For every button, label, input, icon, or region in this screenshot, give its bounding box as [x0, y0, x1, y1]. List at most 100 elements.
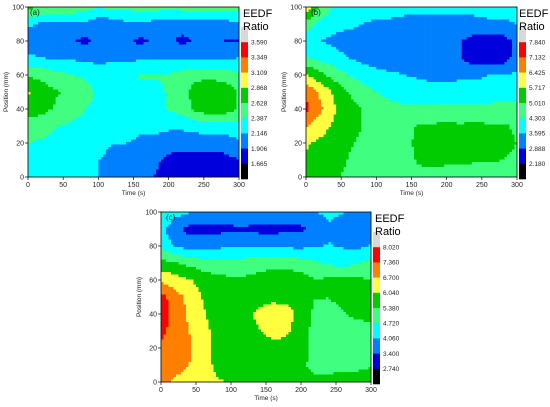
contour-cell	[85, 34, 89, 38]
contour-cell	[173, 37, 177, 40]
contour-cell	[166, 134, 170, 138]
contour-cell	[148, 99, 152, 103]
contour-cell	[236, 139, 240, 143]
contour-cell	[93, 119, 97, 123]
contour-cell	[161, 44, 164, 48]
contour-cell	[123, 84, 127, 88]
contour-cell	[115, 137, 119, 140]
contour-cell	[123, 79, 127, 83]
contour-cell	[173, 39, 177, 43]
contour-cell	[178, 137, 182, 140]
contour-cell	[50, 149, 54, 153]
contour-cell	[28, 72, 31, 75]
contour-cell	[236, 142, 240, 145]
contour-cell	[60, 59, 64, 63]
contour-cell	[113, 114, 117, 118]
contour-cell	[45, 29, 49, 33]
contour-cell	[228, 149, 232, 153]
contour-cell	[146, 112, 149, 115]
contour-cell	[228, 47, 232, 50]
contour-cell	[53, 79, 56, 83]
contour-cell	[216, 82, 220, 85]
contour-cell	[68, 129, 72, 133]
contour-cell	[68, 139, 72, 143]
contour-cell	[196, 59, 200, 63]
contour-cell	[80, 7, 84, 10]
contour-cell	[125, 19, 129, 23]
contour-cell	[30, 69, 34, 73]
contour-cell	[183, 104, 187, 108]
contour-cell	[231, 142, 235, 145]
contour-cell	[193, 34, 197, 38]
contour-cell	[55, 124, 59, 128]
contour-cell	[141, 122, 144, 125]
contour-cell	[40, 39, 44, 43]
contour-cell	[98, 44, 102, 48]
contour-cell	[158, 77, 162, 80]
contour-cell	[171, 72, 175, 75]
contour-cell	[35, 49, 39, 53]
contour-cell	[168, 54, 172, 58]
contour-cell	[93, 154, 97, 158]
contour-cell	[156, 7, 159, 10]
contour-cell	[75, 94, 79, 98]
contour-cell	[168, 82, 172, 85]
contour-cell	[45, 119, 49, 123]
contour-cell	[40, 24, 44, 28]
contour-cell	[141, 14, 144, 18]
contour-cell	[30, 24, 34, 28]
contour-cell	[30, 32, 34, 35]
contour-cell	[191, 149, 195, 153]
contour-cell	[223, 74, 227, 78]
contour-cell	[201, 144, 205, 148]
contour-cell	[143, 62, 147, 65]
contour-cell	[93, 114, 97, 118]
contour-cell	[58, 144, 61, 148]
contour-cell	[146, 69, 149, 73]
contour-cell	[98, 149, 102, 153]
contour-cell	[75, 47, 79, 50]
contour-cell	[173, 77, 177, 80]
contour-cell	[146, 109, 149, 113]
contour-cell	[146, 132, 149, 135]
contour-cell	[50, 72, 54, 75]
contour-cell	[186, 62, 190, 65]
contour-cell	[191, 67, 195, 70]
contour-cell	[136, 12, 139, 15]
contour-cell	[38, 57, 41, 60]
contour-cell	[183, 62, 187, 65]
contour-cell	[113, 67, 117, 70]
contour-cell	[108, 72, 112, 75]
contour-cell	[166, 77, 170, 80]
contour-cell	[40, 29, 44, 33]
contour-cell	[53, 54, 56, 58]
contour-cell	[176, 84, 180, 88]
contour-cell	[70, 144, 74, 148]
contour-cell	[161, 107, 164, 110]
contour-cell	[128, 64, 132, 68]
contour-cell	[73, 12, 77, 15]
contour-cell	[171, 19, 175, 23]
contour-cell	[188, 99, 192, 103]
contour-cell	[193, 14, 197, 18]
contour-cell	[191, 69, 195, 73]
contour-cell	[45, 47, 49, 50]
contour-cell	[143, 12, 147, 15]
contour-cell	[173, 47, 177, 50]
contour-cell	[138, 102, 142, 105]
contour-cell	[161, 79, 164, 83]
contour-cell	[148, 144, 152, 148]
contour-cell	[206, 89, 210, 93]
contour-cell	[143, 134, 147, 138]
contour-cell	[85, 124, 89, 128]
contour-cell	[193, 69, 197, 73]
contour-cell	[130, 52, 134, 55]
contour-cell	[120, 124, 124, 128]
contour-cell	[221, 89, 225, 93]
contour-cell	[203, 12, 207, 15]
contour-cell	[110, 7, 114, 10]
contour-cell	[120, 32, 124, 35]
contour-cell	[176, 57, 180, 60]
contour-cell	[35, 29, 39, 33]
contour-cell	[60, 44, 64, 48]
